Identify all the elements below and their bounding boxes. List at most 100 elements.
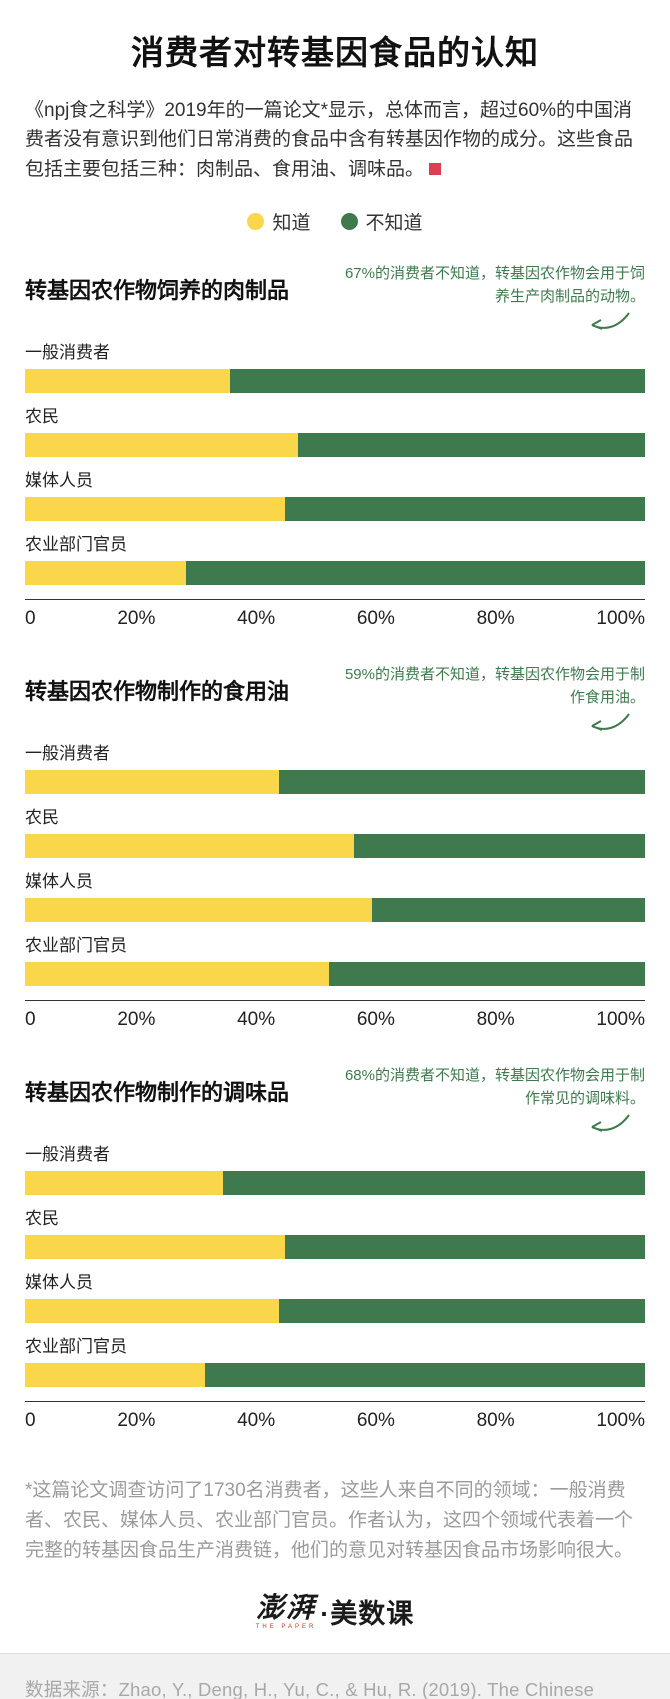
data-source-text: 数据来源：Zhao, Y., Deng, H., Yu, C., & Hu, R… (25, 1679, 595, 1699)
stacked-bar (25, 962, 645, 987)
axis-tick-label: 20% (117, 1009, 156, 1031)
bar-segment-notknow (297, 433, 645, 458)
axis-tick-label: 20% (117, 608, 156, 630)
chart-title: 转基因农作物制作的食用油 (25, 679, 290, 705)
bar-segment-notknow (285, 497, 645, 522)
bar-segment-know (25, 433, 298, 458)
bar-segment-notknow (223, 1171, 645, 1196)
bar-row: 媒体人员 (25, 1268, 645, 1324)
axis-tick-label: 0 (25, 1410, 36, 1432)
legend-item-notknow: 不知道 (340, 208, 423, 235)
legend-notknow-dot-icon (340, 213, 358, 231)
axis-tick-label: 60% (356, 1009, 395, 1031)
stacked-bar (25, 1299, 645, 1324)
stacked-bar (25, 834, 645, 859)
stacked-bar (25, 770, 645, 795)
bar-segment-know (25, 497, 286, 522)
bar-category-label: 一般消费者 (25, 1145, 110, 1165)
chart-section-meat: 转基因农作物饲养的肉制品 67%的消费者不知道，转基因农作物会用于饲养生产肉制品… (25, 263, 645, 630)
bar-row: 媒体人员 (25, 867, 645, 923)
axis-tick-label: 100% (596, 608, 645, 630)
bar-segment-know (25, 1171, 224, 1196)
brand-name: 澎湃 (255, 1591, 316, 1623)
annotation-text: 67%的消费者不知道，转基因农作物会用于饲养生产肉制品的动物。 (344, 265, 645, 305)
page-title: 消费者对转基因食品的认知 (131, 34, 539, 71)
bar-category-label: 农民 (25, 407, 59, 427)
axis-tick-label: 80% (476, 1009, 515, 1031)
bar-segment-notknow (204, 1363, 645, 1388)
bar-row: 农业部门官员 (25, 530, 645, 586)
axis-tick-label: 100% (596, 1410, 645, 1432)
bar-category-label: 媒体人员 (25, 872, 93, 892)
bar-row: 农业部门官员 (25, 1332, 645, 1388)
bar-category-label: 农民 (25, 1209, 59, 1229)
stacked-bar (25, 561, 645, 586)
chart-header: 转基因农作物制作的调味品 68%的消费者不知道，转基因农作物会用于制作常见的调味… (25, 1065, 645, 1136)
annotation-text: 59%的消费者不知道，转基因农作物会用于制作食用油。 (344, 666, 645, 706)
bar-segment-know (25, 369, 230, 394)
annotation-arrow-icon (591, 713, 630, 732)
axis-tick-label: 60% (356, 608, 395, 630)
bar-segment-notknow (372, 898, 645, 923)
footnote-text: *这篇论文调查访问了1730名消费者，这些人来自不同的领域：一般消费者、农民、媒… (25, 1480, 634, 1562)
stacked-bar (25, 1171, 645, 1196)
brand-subtitle: THE PAPER (255, 1623, 317, 1630)
bar-rows: 一般消费者农民媒体人员农业部门官员 (25, 739, 645, 987)
intro-text: 《npj食之科学》2019年的一篇论文*显示，总体而言，超过60%的中国消费者没… (25, 100, 634, 180)
bar-segment-know (25, 561, 187, 586)
axis-tick-label: 0 (25, 608, 36, 630)
bar-segment-notknow (353, 834, 645, 859)
axis-tick-label: 100% (596, 1009, 645, 1031)
chart-annotation: 68%的消费者不知道，转基因农作物会用于制作常见的调味料。 (330, 1065, 645, 1136)
stacked-bar (25, 433, 645, 458)
chart-header: 转基因农作物饲养的肉制品 67%的消费者不知道，转基因农作物会用于饲养生产肉制品… (25, 263, 645, 334)
axis-tick-label: 0 (25, 1009, 36, 1031)
legend-know-dot-icon (247, 213, 265, 231)
bar-category-label: 一般消费者 (25, 744, 110, 764)
bar-category-label: 农业部门官员 (25, 936, 127, 956)
bar-segment-know (25, 898, 373, 923)
chart-section-oil: 转基因农作物制作的食用油 59%的消费者不知道，转基因农作物会用于制作食用油。 … (25, 664, 645, 1031)
bar-row: 一般消费者 (25, 739, 645, 795)
x-axis: 0 20% 40% 60% 80% 100% (25, 1401, 645, 1432)
stacked-bar (25, 1235, 645, 1260)
axis-tick-label: 80% (476, 1410, 515, 1432)
bar-row: 媒体人员 (25, 466, 645, 522)
bar-segment-know (25, 1299, 280, 1324)
stacked-bar (25, 898, 645, 923)
stacked-bar (25, 497, 645, 522)
bar-category-label: 农业部门官员 (25, 1337, 127, 1357)
intro-paragraph: 《npj食之科学》2019年的一篇论文*显示，总体而言，超过60%的中国消费者没… (25, 96, 645, 184)
brand-suffix: ·美数课 (320, 1599, 415, 1630)
stacked-bar (25, 1363, 645, 1388)
bar-row: 一般消费者 (25, 338, 645, 394)
bar-row: 农业部门官员 (25, 931, 645, 987)
chart-title: 转基因农作物饲养的肉制品 (25, 278, 290, 304)
bar-segment-know (25, 1363, 205, 1388)
axis-tick-label: 40% (237, 1009, 276, 1031)
bar-row: 农民 (25, 402, 645, 458)
bar-segment-notknow (285, 1235, 645, 1260)
bar-segment-notknow (186, 561, 645, 586)
brand-logo: 澎湃 THE PAPER (255, 1591, 317, 1630)
chart-annotation: 67%的消费者不知道，转基因农作物会用于饲养生产肉制品的动物。 (330, 263, 645, 334)
stacked-bar (25, 369, 645, 394)
footer: 数据来源：Zhao, Y., Deng, H., Yu, C., & Hu, R… (0, 1653, 670, 1699)
chart-section-condiment: 转基因农作物制作的调味品 68%的消费者不知道，转基因农作物会用于制作常见的调味… (25, 1065, 645, 1432)
bar-row: 农民 (25, 1204, 645, 1260)
publisher-logo: 澎湃 THE PAPER ·美数课 (25, 1592, 645, 1631)
bar-rows: 一般消费者农民媒体人员农业部门官员 (25, 1140, 645, 1388)
bar-category-label: 农民 (25, 808, 59, 828)
bar-rows: 一般消费者农民媒体人员农业部门官员 (25, 338, 645, 586)
bar-segment-notknow (229, 369, 645, 394)
axis-tick-label: 40% (237, 608, 276, 630)
legend-item-know: 知道 (247, 208, 311, 235)
bar-category-label: 媒体人员 (25, 1273, 93, 1293)
bar-segment-know (25, 770, 280, 795)
bar-category-label: 媒体人员 (25, 471, 93, 491)
legend-know-label: 知道 (272, 213, 311, 235)
bar-category-label: 农业部门官员 (25, 535, 127, 555)
bar-segment-notknow (279, 770, 645, 795)
bar-row: 农民 (25, 803, 645, 859)
